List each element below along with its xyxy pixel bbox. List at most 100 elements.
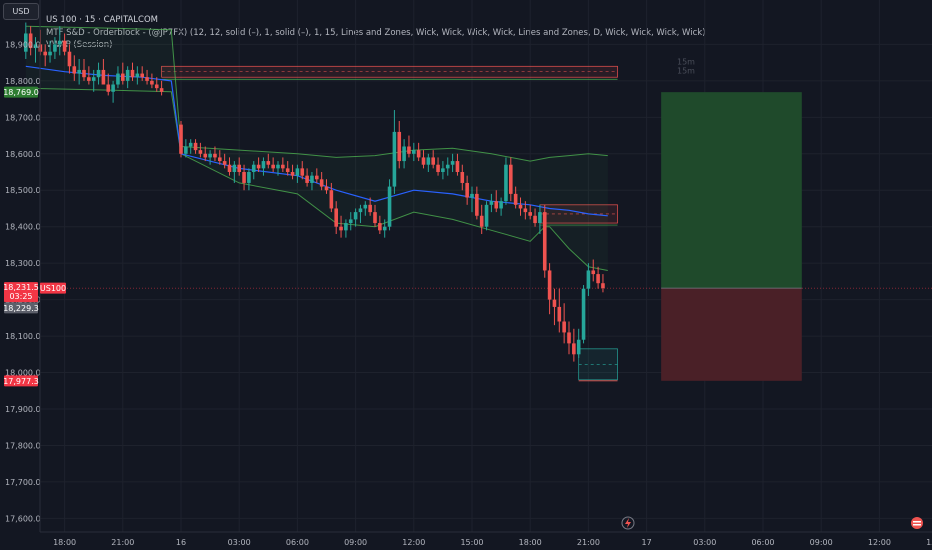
candle-body <box>348 219 353 224</box>
x-tick-label: 15:00 <box>926 538 932 547</box>
candle-body <box>48 51 52 56</box>
candle-body <box>416 150 421 158</box>
y-tick-label: 17,800.0 <box>5 441 41 450</box>
candle <box>392 110 397 194</box>
candle <box>504 157 508 205</box>
candle-body <box>368 204 372 213</box>
candle <box>140 66 144 81</box>
candle <box>542 204 547 278</box>
y-tick-label: 18,800.0 <box>5 77 41 86</box>
y-tick-label: 18,700.0 <box>5 113 41 122</box>
candle <box>412 142 416 162</box>
long-position-tool[interactable] <box>661 92 802 381</box>
x-tick-label: 06:00 <box>751 538 774 547</box>
x-tick-label: 18:00 <box>519 538 542 547</box>
x-tick-label: 06:00 <box>286 538 309 547</box>
candle <box>208 150 212 165</box>
zone-label-tf1: 15m <box>677 57 695 66</box>
x-tick-label: 03:00 <box>228 538 251 547</box>
vwap-line[interactable]: VWAP (Session) <box>46 39 706 52</box>
last-price-label: 18,231.5 03:25 US100 <box>3 282 66 303</box>
currency-button[interactable]: USD <box>3 3 39 20</box>
vwap-band-fill <box>25 26 608 271</box>
candle <box>378 215 382 234</box>
candle-body <box>87 77 91 81</box>
candle <box>227 157 232 176</box>
candle <box>116 66 120 89</box>
candle-body <box>43 51 47 56</box>
candle-body <box>572 343 576 355</box>
candle-body <box>392 131 397 187</box>
candle-body <box>402 146 406 162</box>
candle <box>431 150 435 169</box>
candle <box>557 288 562 333</box>
candle-body <box>601 283 605 289</box>
candle <box>586 263 591 296</box>
candle-body <box>421 157 426 165</box>
candle <box>581 285 586 344</box>
candle-body <box>465 182 469 198</box>
candle <box>213 146 217 162</box>
candle <box>576 328 581 358</box>
x-tick-label: 16 <box>176 538 186 547</box>
chart-legend: US 100 · 15 · CAPITALCOM MTF S&D - Order… <box>46 14 706 52</box>
candle-body <box>528 212 532 216</box>
replay-icon[interactable] <box>621 516 635 530</box>
candle <box>310 172 314 191</box>
candle <box>222 153 227 169</box>
y-tick-label: 17,700.0 <box>5 478 41 487</box>
x-tick-label: 09:00 <box>810 538 833 547</box>
candle-body <box>518 204 523 209</box>
candle <box>96 62 101 85</box>
candle <box>91 69 96 92</box>
candle <box>538 204 542 234</box>
candle-body <box>431 157 435 165</box>
candle-body <box>266 161 271 165</box>
candle-body <box>445 164 450 169</box>
zone-label-tf2: 15m <box>677 66 695 75</box>
indicator-line[interactable]: MTF S&D - Orderblock - (@JP7FX) (12, 12,… <box>46 27 706 38</box>
symbol-line[interactable]: US 100 · 15 · CAPITALCOM <box>46 15 158 25</box>
candle <box>479 204 484 234</box>
candle-body <box>315 175 319 180</box>
candle <box>499 197 503 216</box>
candle-body <box>523 208 528 213</box>
candle-body <box>72 66 77 74</box>
candle-body <box>140 73 144 78</box>
candle <box>101 58 106 85</box>
candle-body <box>412 150 416 154</box>
candle <box>198 142 203 158</box>
candle-body <box>247 172 251 183</box>
candle-body <box>586 270 591 289</box>
candle-body <box>499 201 503 209</box>
candle <box>465 175 469 205</box>
svg-text:US100: US100 <box>40 284 66 293</box>
candle <box>348 212 353 231</box>
candle <box>489 193 494 213</box>
candle-body <box>106 84 111 92</box>
candle <box>562 303 566 344</box>
candle <box>193 139 198 154</box>
candle <box>319 172 324 191</box>
candle-body <box>552 299 557 307</box>
candle <box>24 22 28 59</box>
candle-body <box>475 193 479 216</box>
candle-body <box>237 164 241 173</box>
candle-body <box>159 88 164 92</box>
candle <box>494 190 499 213</box>
candle <box>184 139 188 158</box>
flag-icon[interactable] <box>911 517 923 529</box>
candle <box>154 77 159 92</box>
candle-body <box>57 40 62 45</box>
candle-body <box>591 270 596 275</box>
candle-body <box>387 186 392 227</box>
candle <box>368 197 372 216</box>
candle <box>329 182 334 213</box>
y-tick-label: 18,600.0 <box>5 150 41 159</box>
x-tick-label: 17 <box>642 538 652 547</box>
candle-body <box>271 164 275 169</box>
y-tick-label: 18,300.0 <box>5 259 41 268</box>
candle <box>33 37 38 63</box>
candle <box>397 120 402 169</box>
